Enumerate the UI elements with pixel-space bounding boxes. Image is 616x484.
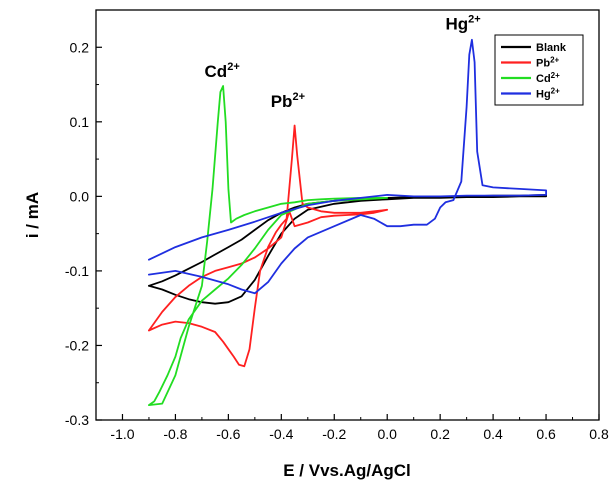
series-line-blank bbox=[147, 193, 547, 305]
plot-series bbox=[147, 38, 547, 407]
legend-label-pb: Pb2+ bbox=[536, 56, 560, 70]
y-tick-label: 0.1 bbox=[70, 114, 90, 130]
series-line-pb bbox=[147, 124, 389, 368]
annotation-cd: Cd2+ bbox=[205, 61, 240, 81]
y-tick-label: 0.0 bbox=[70, 188, 90, 204]
annotation-pb: Pb2+ bbox=[271, 91, 305, 111]
x-tick-label: -0.6 bbox=[216, 426, 240, 442]
y-axis-ticks: -0.3 -0.2 -0.1 0.0 0.1 0.2 bbox=[65, 9, 102, 428]
plot-frame bbox=[95, 9, 600, 421]
annotation-hg: Hg2+ bbox=[445, 13, 480, 33]
series-line-cd bbox=[147, 85, 389, 407]
peak-annotations: Cd2+ Pb2+ Hg2+ bbox=[205, 13, 481, 111]
y-tick-label: -0.3 bbox=[65, 412, 89, 428]
y-tick-label: -0.1 bbox=[65, 263, 89, 279]
x-axis-title: E / Vvs.Ag/AgCl bbox=[283, 461, 411, 480]
legend-label-hg: Hg2+ bbox=[536, 87, 560, 101]
x-tick-label: 0.0 bbox=[377, 426, 397, 442]
x-tick-label: -0.4 bbox=[269, 426, 293, 442]
x-tick-label: -0.8 bbox=[163, 426, 187, 442]
series-line-hg bbox=[147, 38, 547, 295]
x-tick-label: 0.6 bbox=[536, 426, 556, 442]
x-axis-ticks: -1.0 -0.8 -0.6 -0.4 -0.2 0.0 0.2 0.4 0.6 0.8 bbox=[110, 414, 609, 442]
legend-label-blank: Blank bbox=[536, 42, 567, 54]
x-tick-label: -1.0 bbox=[110, 426, 134, 442]
legend: Blank Pb2+Cd2+ Hg2+ bbox=[494, 34, 584, 106]
x-tick-label: 0.2 bbox=[430, 426, 450, 442]
legend-label-cd: Cd2+ bbox=[536, 71, 560, 85]
x-tick-label: 0.8 bbox=[589, 426, 609, 442]
y-axis-title: i / mA bbox=[23, 192, 42, 238]
x-tick-label: -0.2 bbox=[322, 426, 346, 442]
y-tick-label: 0.2 bbox=[70, 39, 90, 55]
y-tick-label: -0.2 bbox=[65, 337, 89, 353]
x-tick-label: 0.4 bbox=[483, 426, 503, 442]
